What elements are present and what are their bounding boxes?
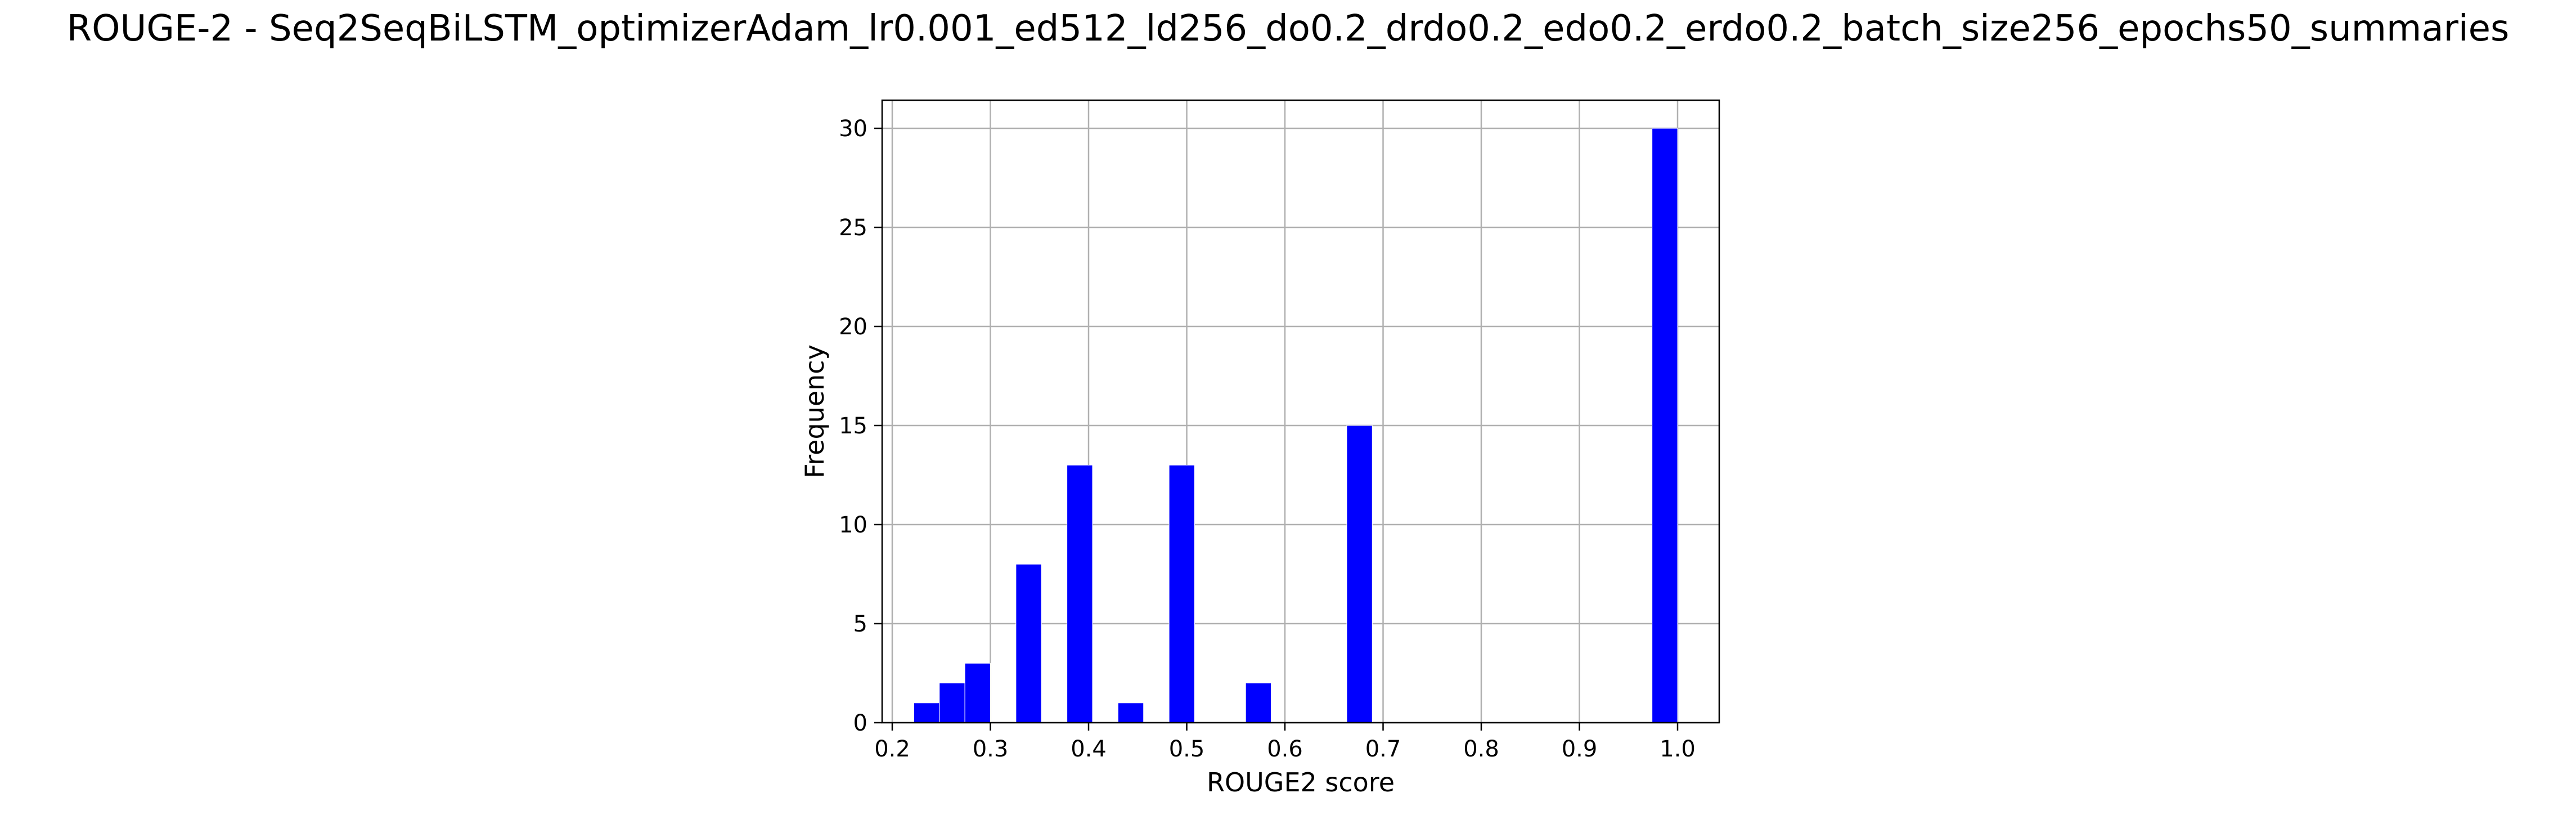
- y-tick-label: 25: [839, 215, 867, 241]
- y-tick-label: 30: [839, 116, 867, 142]
- x-axis-label: ROUGE2 score: [1207, 767, 1395, 798]
- histogram-bar: [1346, 425, 1373, 723]
- histogram-bar: [913, 702, 940, 723]
- histogram-bar: [1117, 702, 1144, 723]
- y-tick-label: 15: [839, 413, 867, 439]
- ticks: 0.2 0.3 0.4 0.5 0.6 0.7 0.8 0.9 1.0 0 5 10 15 20 25 30: [839, 116, 1696, 762]
- x-tick-label: 0.7: [1365, 736, 1401, 762]
- histogram-bar: [939, 683, 965, 723]
- y-tick-label: 10: [839, 512, 867, 538]
- bars: [913, 128, 1678, 723]
- x-tick-label: 1.0: [1660, 736, 1696, 762]
- y-tick-label: 5: [853, 611, 867, 637]
- x-tick-label: 0.2: [874, 736, 910, 762]
- plot-frame: [881, 99, 1720, 724]
- x-tick-label: 0.8: [1463, 736, 1499, 762]
- x-tick-label: 0.4: [1071, 736, 1107, 762]
- grid: [882, 100, 1719, 724]
- x-tick-label: 0.5: [1169, 736, 1205, 762]
- histogram-bar: [1067, 464, 1093, 723]
- chart-title: ROUGE-2 - Seq2SeqBiLSTM_optimizerAdam_lr…: [66, 8, 2510, 50]
- x-tick-label: 0.3: [973, 736, 1009, 762]
- histogram-bar: [964, 662, 991, 723]
- x-tick-label: 0.9: [1562, 736, 1598, 762]
- y-axis-label: Frequency: [799, 344, 830, 478]
- histogram-bar: [1245, 683, 1272, 723]
- y-tick-label: 0: [853, 710, 867, 736]
- y-tick-label: 20: [839, 314, 867, 340]
- histogram-bar: [1168, 464, 1195, 723]
- x-tick-label: 0.6: [1267, 736, 1303, 762]
- histogram-bar: [1652, 128, 1678, 723]
- histogram-bar: [1015, 563, 1042, 723]
